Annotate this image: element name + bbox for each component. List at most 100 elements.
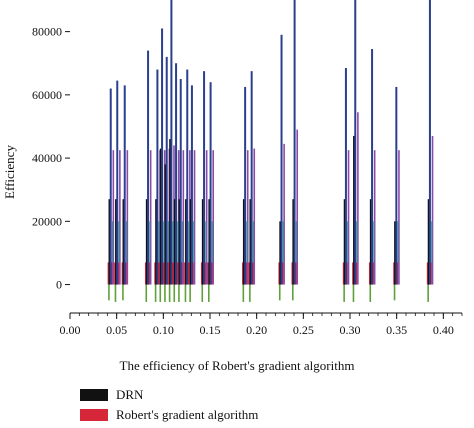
bar-21-purple [398, 150, 400, 285]
bar-22-teal [431, 221, 433, 263]
bar-15-teal [252, 221, 255, 263]
bar-16-teal [282, 221, 284, 263]
bar-17-black [292, 199, 295, 285]
bar-6-teal [167, 221, 170, 263]
bar-6-blue [165, 56, 168, 285]
bar-6-green [164, 284, 166, 302]
bar-13-green [208, 284, 210, 302]
bar-13-blue [209, 82, 212, 285]
bar-9-green [178, 284, 180, 302]
bar-18-green [343, 284, 345, 302]
bar-11-teal [193, 221, 195, 263]
x-tick-label-2: 0.10 [153, 323, 174, 337]
bar-22-purple [431, 135, 434, 285]
bar-1-black [115, 199, 118, 285]
bar-1-blue [116, 80, 119, 285]
x-tick-label-1: 0.05 [106, 323, 127, 337]
bar-17-teal [295, 221, 297, 263]
bar-18-purple [347, 150, 350, 285]
x-tick-label-4: 0.20 [246, 323, 267, 337]
bar-18-teal [347, 221, 349, 263]
bar-10-green [184, 284, 187, 302]
bar-20-blue [371, 49, 374, 285]
bar-17-purple [296, 129, 298, 285]
bar-17-green [292, 284, 294, 301]
bar-17-blue [293, 0, 296, 285]
x-tick-label-0: 0.00 [60, 323, 81, 337]
legend-swatch-roberts [80, 408, 108, 421]
bar-11-blue [190, 85, 193, 285]
bar-15-black [249, 199, 252, 285]
bar-7-teal [172, 221, 174, 263]
bar-14-teal [246, 221, 248, 263]
bar-16-green [278, 284, 281, 301]
bar-19-teal [356, 221, 358, 263]
bar-1-purple [119, 150, 121, 285]
bar-3-blue [147, 50, 150, 285]
bar-11-purple [193, 150, 196, 285]
bar-9-teal [181, 221, 184, 263]
legend-item-drn: DRN [80, 386, 258, 403]
y-tick-label-4: 80000 [32, 25, 62, 39]
bar-3-purple [149, 150, 152, 285]
x-tick-label-8: 0.40 [433, 323, 454, 337]
bar-1-green [114, 284, 117, 302]
bar-0-teal [111, 221, 114, 263]
bar-19-blue [354, 0, 357, 285]
bar-12-green [201, 284, 204, 302]
bar-0-blue [109, 88, 112, 285]
bar-21-green [393, 284, 396, 301]
bar-8-teal [177, 221, 179, 263]
bar-12-teal [205, 221, 207, 263]
bar-10-teal [188, 221, 190, 263]
bar-8-blue [175, 63, 178, 285]
bar-20-purple [373, 150, 376, 285]
bar-0-green [108, 284, 110, 301]
bar-13-purple [212, 150, 214, 285]
x-axis-label: The efficiency of Robert's gradient algo… [120, 358, 355, 373]
bar-5-green [159, 284, 162, 302]
bar-19-purple [357, 112, 359, 285]
bar-3-teal [149, 221, 151, 263]
y-tick-label-2: 40000 [32, 151, 62, 165]
bar-9-blue [179, 79, 182, 285]
bar-8-green [173, 284, 176, 302]
bar-4-green [154, 284, 157, 302]
bar-22-green [427, 284, 429, 302]
bar-20-teal [373, 221, 375, 263]
legend-label-drn: DRN [116, 386, 144, 402]
bar-20-green [369, 284, 372, 302]
bar-7-blue [170, 0, 173, 285]
bar-16-purple [283, 143, 285, 285]
bar-15-blue [250, 71, 253, 285]
bar-5-blue [161, 28, 164, 285]
bar-14-blue [244, 86, 247, 285]
x-axis: 0.00 0.05 0.10 0.15 0.20 0.25 0.30 0.35 0.40 [60, 312, 463, 337]
bar-12-purple [205, 150, 208, 285]
bar-2-purple [126, 150, 129, 285]
bar-0-purple [112, 150, 115, 285]
bar-14-green [242, 284, 245, 302]
bar-18-blue [344, 67, 347, 285]
bar-13-teal [211, 221, 213, 263]
bar-15-purple [253, 148, 256, 285]
bar-3-green [145, 284, 148, 302]
bar-2-teal [125, 221, 128, 263]
legend: DRN Robert's gradient algorithm [80, 386, 258, 426]
legend-swatch-drn [80, 388, 108, 401]
x-tick-label-7: 0.35 [386, 323, 407, 337]
bar-2-blue [123, 85, 126, 285]
bar-20-black [369, 199, 373, 285]
legend-item-roberts: Robert's gradient algorithm [80, 406, 258, 423]
y-axis-label: Efficiency [2, 145, 17, 199]
y-tick-label-1: 20000 [32, 214, 62, 228]
bar-21-teal [397, 221, 399, 263]
bar-21-blue [395, 86, 398, 285]
bar-22-blue [428, 0, 431, 285]
x-tick-label-5: 0.25 [293, 323, 314, 337]
bar-14-purple [246, 150, 249, 285]
bar-16-blue [280, 34, 283, 285]
bar-10-blue [186, 69, 189, 285]
bar-15-green [249, 284, 251, 302]
